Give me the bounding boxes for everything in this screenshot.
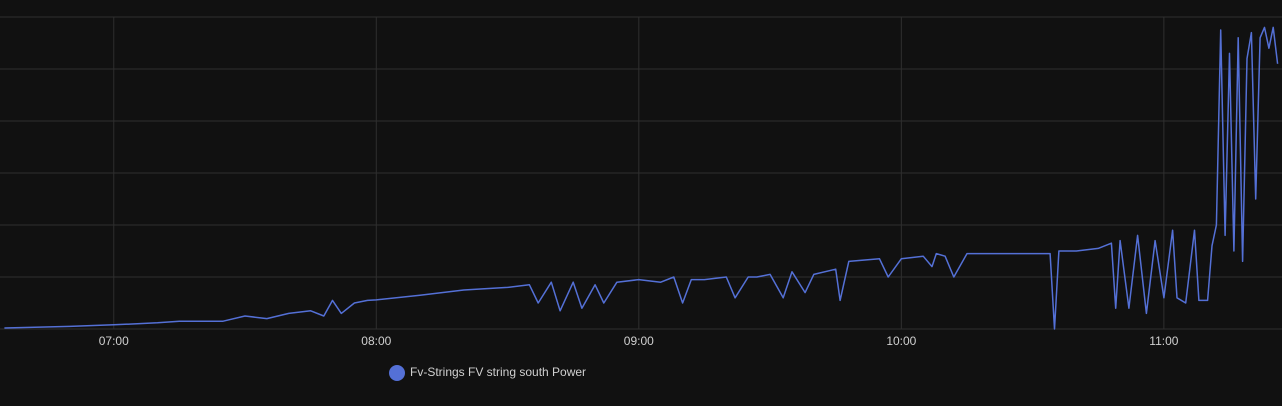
x-tick-label: 11:00 — [1149, 334, 1178, 348]
x-tick-label: 08:00 — [361, 334, 391, 348]
legend-marker — [389, 365, 405, 381]
legend-label: Fv-Strings FV string south Power — [410, 365, 586, 379]
x-tick-label: 09:00 — [624, 334, 654, 348]
x-tick-label: 10:00 — [886, 334, 916, 348]
line — [4, 26, 1279, 330]
x-tick-label: 07:00 — [99, 334, 129, 348]
